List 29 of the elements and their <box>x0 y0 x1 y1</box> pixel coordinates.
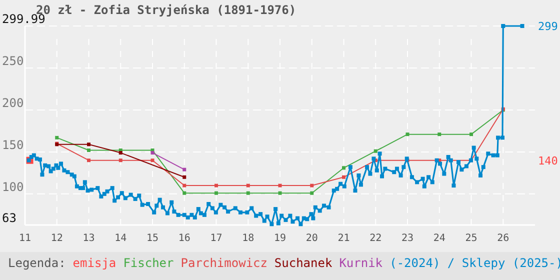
x-tick-label: 12 <box>50 233 63 244</box>
x-tick-label: 16 <box>178 233 190 244</box>
text: Suchanek <box>274 256 333 270</box>
x-tick-label: 25 <box>465 233 478 244</box>
text: 140 <box>538 154 558 168</box>
x-tick-label: 18 <box>242 233 254 244</box>
x-tick-label: 22 <box>370 233 382 244</box>
x-tick-label: 23 <box>401 233 414 244</box>
y-tick-label: 250 <box>2 54 24 68</box>
legend-title: Legenda: <box>8 256 66 270</box>
y-tick-label: 63 <box>2 211 16 225</box>
x-tick-label: 21 <box>338 233 350 244</box>
y-tick-label: 150 <box>2 138 24 152</box>
text: emisja <box>72 256 116 270</box>
text: Kurnik <box>339 256 384 270</box>
x-tick-label: 20 <box>306 233 318 244</box>
y-tick-label: 200 <box>2 96 24 110</box>
x-tick-label: 13 <box>82 233 95 244</box>
x-tick-label: 24 <box>433 233 446 244</box>
x-tick-label: 19 <box>274 233 286 244</box>
text: 299 <box>538 20 558 33</box>
x-tick-label: 15 <box>146 233 159 244</box>
text: Fischer <box>123 256 174 270</box>
x-tick-label: 11 <box>18 233 32 244</box>
x-tick-label: 14 <box>114 233 127 244</box>
x-tick-label: 17 <box>210 233 222 244</box>
text: Parchimowicz <box>180 256 268 270</box>
y-tick-label: 100 <box>2 180 24 194</box>
x-tick-label: 26 <box>497 233 510 244</box>
